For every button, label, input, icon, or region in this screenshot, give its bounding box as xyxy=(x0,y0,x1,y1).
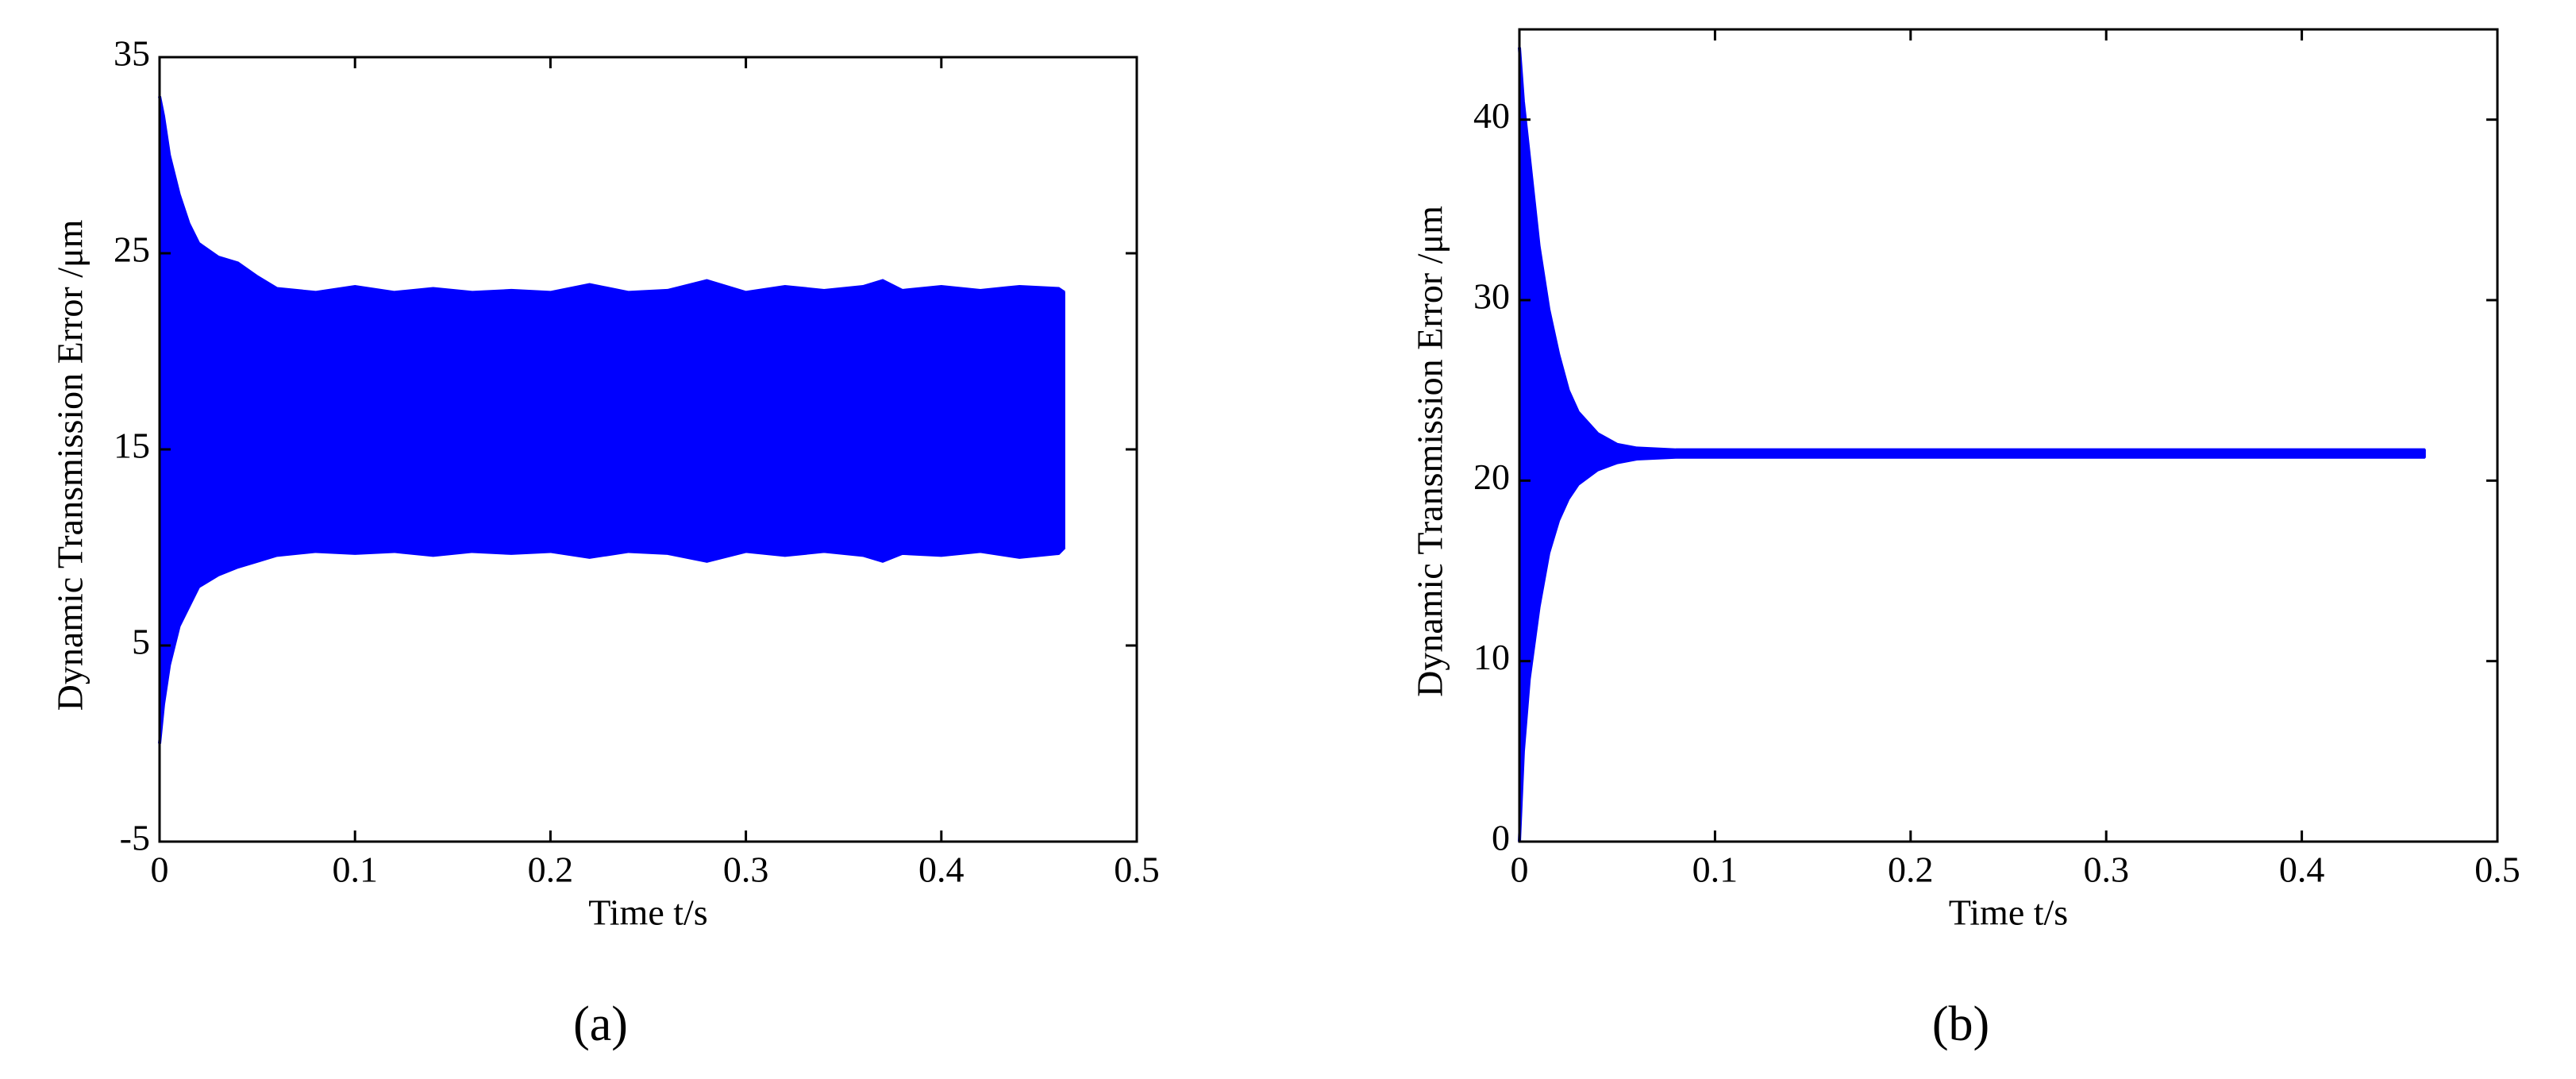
oscillation-band xyxy=(275,287,317,557)
oscillation-band xyxy=(940,285,982,557)
x-tick-label: 0 xyxy=(1511,850,1529,890)
x-tick-label: 0.1 xyxy=(1692,850,1739,890)
oscillation-band xyxy=(168,155,180,665)
oscillation-band xyxy=(881,279,903,563)
y-axis-label: Dynamic Transmission Error /μm xyxy=(50,219,90,711)
caption: (a) xyxy=(573,997,628,1051)
oscillation-band xyxy=(1018,285,1060,558)
y-tick-label: 10 xyxy=(1473,637,1510,677)
oscillation-band xyxy=(471,289,513,554)
oscillation-band xyxy=(1057,287,1065,556)
oscillation-band xyxy=(393,287,434,557)
oscillation-band xyxy=(314,285,356,554)
x-tick-label: 0.4 xyxy=(918,850,965,890)
oscillation-band xyxy=(862,279,884,563)
oscillation-band xyxy=(237,261,259,568)
oscillation-band xyxy=(198,241,219,588)
envelope-line xyxy=(158,546,1066,744)
oscillation-band xyxy=(823,285,864,557)
oscillation-band xyxy=(217,256,239,576)
oscillation-band xyxy=(432,287,473,557)
y-tick-label: 30 xyxy=(1473,276,1510,317)
x-tick-label: 0.5 xyxy=(1114,850,1160,890)
oscillation-band xyxy=(667,279,708,563)
x-tick-label: 0.5 xyxy=(2474,850,2520,890)
x-tick-label: 0 xyxy=(151,850,169,890)
x-tick-label: 0.4 xyxy=(2279,850,2325,890)
y-tick-label: 20 xyxy=(1473,457,1510,497)
oscillation-band xyxy=(588,283,630,559)
envelope-line xyxy=(1518,47,2425,452)
y-tick-label: 5 xyxy=(132,622,150,662)
oscillation-band xyxy=(354,285,395,554)
x-tick-label: 0.2 xyxy=(528,850,574,890)
oscillation-band xyxy=(627,289,669,554)
y-tick-label: 15 xyxy=(114,426,150,466)
oscillation-band xyxy=(162,115,171,705)
envelope-line xyxy=(158,96,1066,295)
oscillation-band xyxy=(745,285,786,557)
y-axis-label: Dynamic Transmission Error /μm xyxy=(1410,206,1450,697)
oscillation-band xyxy=(510,289,552,554)
y-tick-label: 40 xyxy=(1473,95,1510,136)
oscillation-band xyxy=(1522,101,1531,752)
y-tick-label: -5 xyxy=(120,818,150,858)
x-tick-label: 0.2 xyxy=(1888,850,1934,890)
oscillation-band xyxy=(187,223,200,607)
x-axis-label: Time t/s xyxy=(1949,892,2068,933)
plot-frame xyxy=(1518,28,2499,843)
x-tick-label: 0.1 xyxy=(332,850,378,890)
oscillation-band xyxy=(980,285,1021,559)
caption: (b) xyxy=(1932,997,1989,1051)
y-tick-label: 0 xyxy=(1492,818,1510,858)
y-tick-label: 25 xyxy=(114,229,150,270)
oscillation-band xyxy=(901,285,942,557)
oscillation-band xyxy=(178,194,190,626)
oscillation-band xyxy=(784,285,826,557)
y-tick-label: 35 xyxy=(114,33,150,74)
x-axis-label: Time t/s xyxy=(588,892,707,933)
x-tick-label: 0.3 xyxy=(723,850,769,890)
oscillation-band xyxy=(706,279,747,563)
envelope-line xyxy=(1518,455,2425,842)
oscillation-band xyxy=(549,283,591,559)
x-tick-label: 0.3 xyxy=(2083,850,2129,890)
oscillation-band xyxy=(256,275,278,563)
